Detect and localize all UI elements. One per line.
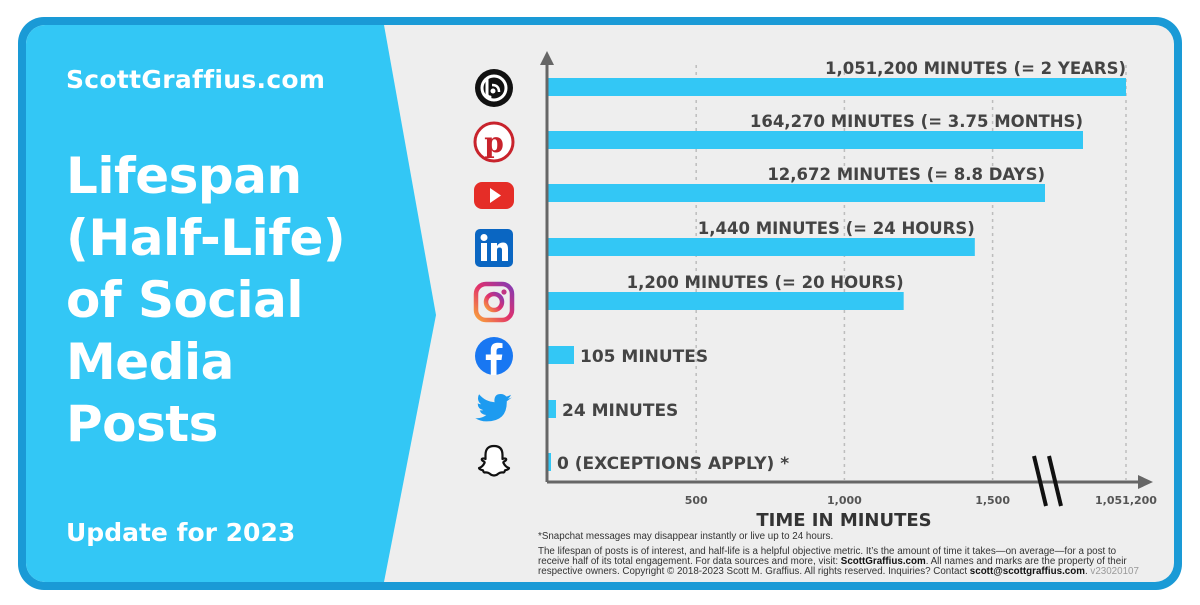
footnote: *Snapchat messages may disappear instant… [538,531,834,542]
contact-email[interactable]: scott@scottgraffius.com [969,566,1085,577]
snapchat-icon [473,441,515,483]
facebook-icon [473,335,515,377]
data-label-snapchat: 0 (EXCEPTIONS APPLY) * [557,454,789,474]
title-panel-shape [26,25,436,582]
bar-snapchat [548,453,551,471]
x-tick-label: 500 [685,494,708,507]
data-label-linkedin: 1,440 MINUTES (= 24 HOURS) [698,219,975,238]
blog-icon [473,67,515,109]
bar-facebook [548,346,574,364]
lifespan-bar-chart: 500 1,000 1,500 1,051,200 1,051,200 MINUTES… [540,51,1158,531]
bar-twitter [548,400,556,418]
version-label: v23020107 [1090,566,1139,577]
title-line-4: Media [66,333,234,391]
bar-youtube [548,184,1045,202]
x-tick-labels: 500 1,000 1,500 1,051,200 [685,494,1158,507]
card-frame: ScottGraffius.com Lifespan (Half-Life) o… [18,17,1182,590]
data-labels: 1,051,200 MINUTES (= 2 YEARS) 164,270 MIN… [557,59,1126,474]
x-tick-label: 1,500 [975,494,1010,507]
title-line-2: (Half-Life) [66,209,346,267]
youtube-icon [473,174,515,216]
chart-grid [695,65,1127,480]
data-label-pinterest: 164,270 MINUTES (= 3.75 MONTHS) [750,112,1083,131]
data-label-youtube: 12,672 MINUTES (= 8.8 DAYS) [767,165,1045,184]
title-line-1: Lifespan [66,147,302,205]
data-label-facebook: 105 MINUTES [580,347,708,367]
description-line-1: The lifespan of posts is of interest, an… [538,546,1117,557]
y-axis-arrow [540,51,554,65]
description-line-2: receive half of its total engagement. Fo… [538,556,1127,567]
svg-text:p: p [484,126,504,159]
description-link[interactable]: ScottGraffius.com [840,556,926,567]
bar-linkedin [548,238,975,256]
bar-blog [548,78,1126,96]
data-label-blog: 1,051,200 MINUTES (= 2 YEARS) [825,59,1126,78]
x-tick-label: 1,051,200 [1095,494,1157,507]
chart-bars [548,78,1126,471]
pinterest-icon: p [473,121,515,163]
card: ScottGraffius.com Lifespan (Half-Life) o… [26,25,1174,582]
x-axis-arrow [1138,475,1153,489]
twitter-icon [473,388,515,430]
update-label: Update for 2023 [66,518,296,547]
site-name: ScottGraffius.com [66,65,326,94]
x-axis-title: TIME IN MINUTES [756,510,931,531]
linkedin-icon [473,227,515,269]
data-label-instagram: 1,200 MINUTES (= 20 HOURS) [627,273,904,292]
bar-instagram [548,292,904,310]
bar-pinterest [548,131,1083,149]
axis-break-marker [1032,455,1063,507]
instagram-icon [473,281,515,323]
title-panel: ScottGraffius.com Lifespan (Half-Life) o… [26,25,446,582]
description-line-3: respective owners. Copyright © 2018-2023… [538,566,1139,577]
data-label-twitter: 24 MINUTES [562,401,678,421]
title-line-5: Posts [66,395,218,453]
chart-axes [540,51,1153,507]
x-tick-label: 1,000 [827,494,862,507]
title-line-3: of Social [66,271,304,329]
